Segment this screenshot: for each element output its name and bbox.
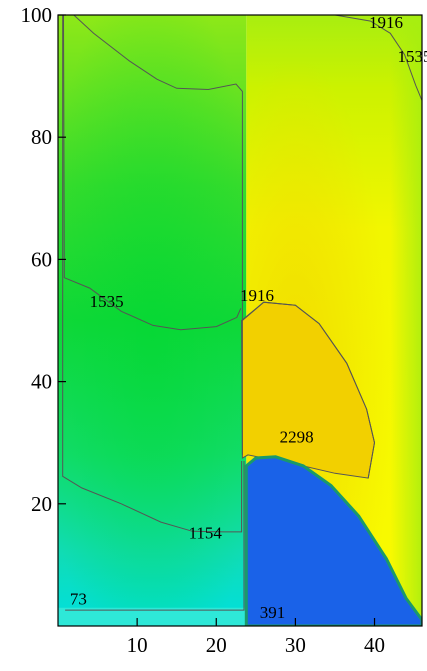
bottom-low-strip bbox=[58, 607, 247, 626]
contour-line-upper-left bbox=[73, 15, 243, 321]
y-tick-label-100: 100 bbox=[21, 3, 53, 27]
y-tick-label-60: 60 bbox=[31, 247, 52, 271]
contour-label-1916-4: 1916 bbox=[240, 286, 274, 305]
contour-label-1535-7: 1535 bbox=[397, 47, 427, 66]
x-tick-label-10: 10 bbox=[127, 633, 148, 657]
contour-labels: 73 391 1154 1535 1916 2298 1916 1535 bbox=[70, 13, 427, 622]
contour-label-1535-3: 1535 bbox=[90, 292, 124, 311]
contour-label-391-1: 391 bbox=[260, 603, 286, 622]
x-tick-label-30: 30 bbox=[285, 633, 306, 657]
contour-label-73-0: 73 bbox=[70, 590, 87, 609]
y-tick-label-20: 20 bbox=[31, 492, 52, 516]
y-tick-label-40: 40 bbox=[31, 370, 52, 394]
contour-label-1916-6: 1916 bbox=[369, 13, 403, 32]
contour-line-391 bbox=[65, 461, 245, 611]
plot-area bbox=[58, 15, 422, 626]
contour-line-top-right bbox=[334, 15, 422, 101]
contour-line-1154 bbox=[62, 15, 243, 533]
x-tick-label-20: 20 bbox=[206, 633, 227, 657]
y-tick-label-80: 80 bbox=[31, 125, 52, 149]
contour-line-1535 bbox=[63, 15, 242, 331]
right-edge-shading bbox=[390, 15, 422, 626]
contour-label-2298-5: 2298 bbox=[280, 428, 314, 447]
contour-line-1916 bbox=[241, 301, 376, 479]
blue-region bbox=[244, 455, 422, 626]
x-tick-label-40: 40 bbox=[364, 633, 385, 657]
plot-frame bbox=[57, 14, 423, 627]
left-field-shading bbox=[58, 15, 247, 626]
axis-ticks: 10 20 30 40 20 40 60 80 100 bbox=[21, 3, 386, 657]
contour-label-1154-2: 1154 bbox=[189, 524, 223, 543]
